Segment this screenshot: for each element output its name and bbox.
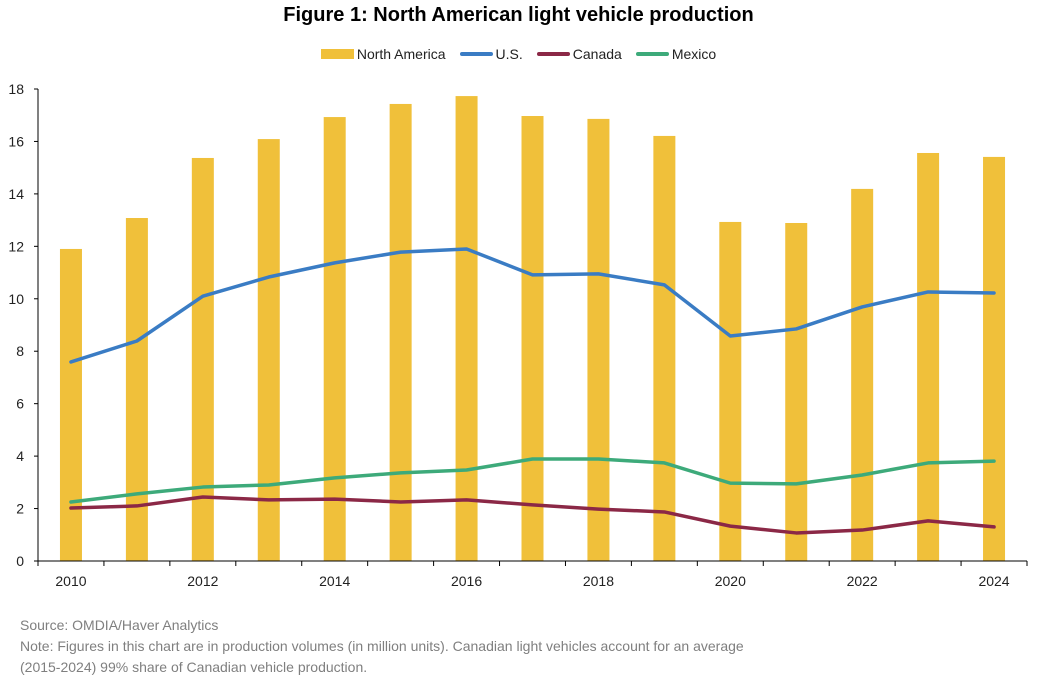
legend-item-us: U.S. [459,46,523,62]
y-tick-label: 8 [16,343,24,359]
x-tick-label: 2012 [187,573,218,589]
footnote-line-1: Note: Figures in this chart are in produ… [20,638,744,654]
chart-plot: 0 2 4 6 8 10 12 14 16 18 2010 2012 2014 2016 2018 2020 2… [8,81,1028,589]
x-tick-label: 2020 [715,573,746,589]
y-tick-label: 4 [16,448,24,464]
y-tick-label: 14 [8,186,24,202]
bar-2013 [257,139,280,561]
legend-item-mexico: Mexico [635,46,717,62]
y-tick-label: 0 [16,553,24,569]
legend-label: Canada [572,46,622,62]
x-tick-label: 2022 [847,573,878,589]
legend-label: North America [356,46,446,62]
legend-item-north-america: North America [320,46,446,62]
y-tick-label: 10 [8,291,24,307]
bar-2020 [719,221,742,562]
legend-swatch [459,52,493,56]
legend-label: U.S. [495,46,523,62]
bar-2019 [653,135,676,561]
legend-swatch [536,52,570,56]
y-tick-label: 2 [16,501,24,517]
bar-2015 [389,103,412,562]
y-tick-label: 18 [8,81,24,97]
x-tick-label: 2018 [583,573,614,589]
source-note: Source: OMDIA/Haver Analytics [20,617,219,633]
bar-2022 [851,188,874,561]
chart-title: Figure 1: North American light vehicle p… [283,4,754,26]
x-tick-label: 2010 [55,573,86,589]
bar-2018 [587,118,610,561]
bar-2012 [191,157,214,561]
legend-label: Mexico [671,46,717,62]
footnote-line-2: (2015-2024) 99% share of Canadian vehicl… [20,659,368,675]
x-tick-label: 2016 [451,573,482,589]
legend-swatch [320,49,354,59]
bar-2021 [785,222,808,562]
y-tick-label: 6 [16,396,24,412]
bar-2024 [983,156,1006,561]
x-tick-label: 2014 [319,573,350,589]
bar-2011 [125,218,148,561]
y-tick-label: 16 [8,133,24,149]
bar-2017 [521,116,544,562]
x-tick-label: 2024 [978,573,1009,589]
bar-2010 [59,248,82,561]
bar-2014 [323,117,346,562]
legend: North America U.S. Canada Mexico [0,46,1037,62]
legend-item-canada: Canada [536,46,622,62]
bar-2016 [455,96,478,561]
legend-swatch [635,52,669,56]
bar-2023 [917,152,940,561]
y-tick-label: 12 [8,238,24,254]
